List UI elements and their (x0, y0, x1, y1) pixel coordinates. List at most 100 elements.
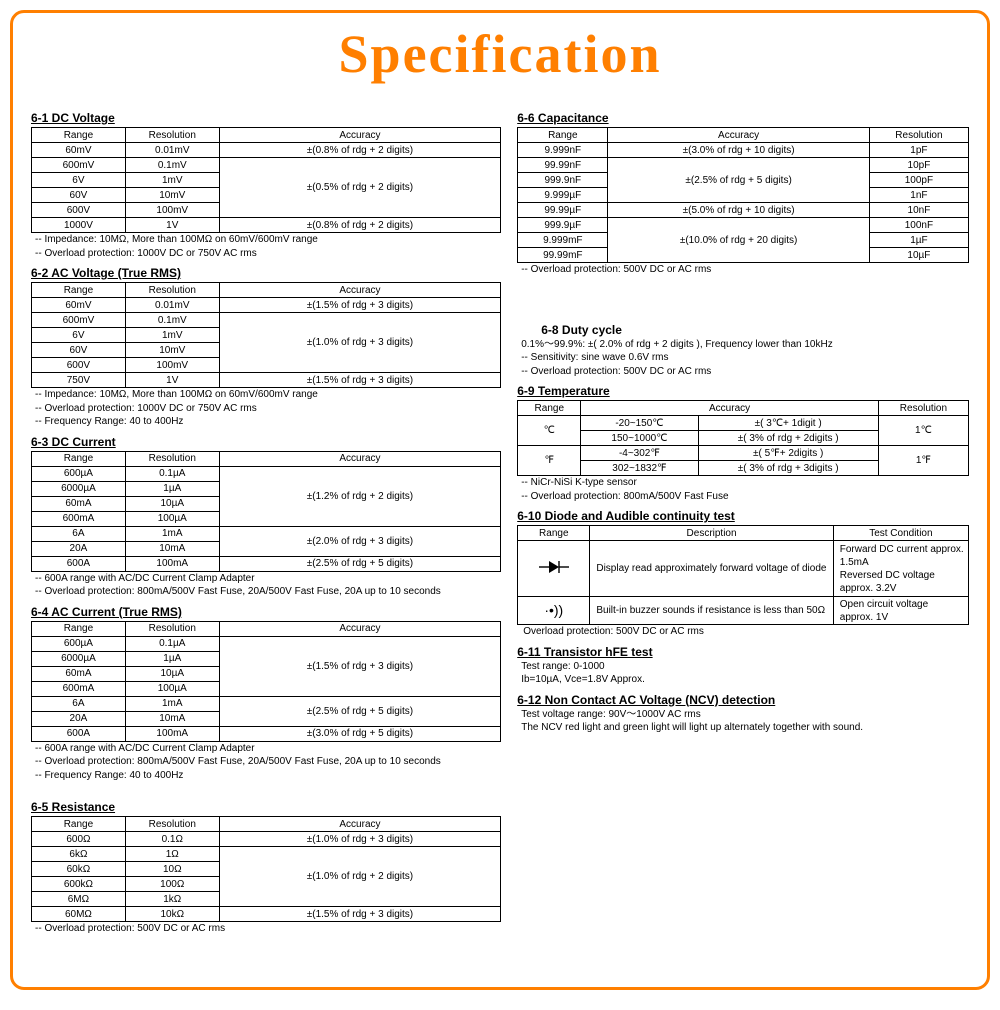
td: Display read approximately forward volta… (590, 541, 833, 597)
td: 1000V (32, 218, 126, 233)
td: 6V (32, 328, 126, 343)
td: 6kΩ (32, 847, 126, 862)
td: ±(3.0% of rdg + 10 digits) (608, 143, 869, 158)
note: -- Overload protection: 500V DC or AC rm… (521, 264, 969, 277)
td: 600mV (32, 158, 126, 173)
td: -20~150℃ (581, 416, 698, 431)
line: Test voltage range: 90V～1000V AC rms (521, 709, 969, 722)
line: The NCV red light and green light will l… (521, 722, 969, 735)
td: ±( 3% of rdg + 3digits ) (698, 461, 878, 476)
th: Test Condition (833, 526, 968, 541)
td: ±(1.0% of rdg + 2 digits) (219, 847, 501, 907)
sec-6-8-head: 6-8 Duty cycle (541, 323, 969, 338)
th: Accuracy (219, 283, 501, 298)
th: Resolution (878, 401, 968, 416)
td: 10µF (869, 248, 968, 263)
note: -- Frequency Range: 40 to 400Hz (35, 770, 501, 783)
td: 0.1mV (125, 158, 219, 173)
sec-6-2-head: 6-2 AC Voltage (True RMS) (31, 266, 501, 281)
td: 10mV (125, 343, 219, 358)
td: 1mV (125, 328, 219, 343)
td: ±(2.5% of rdg + 5 digits) (608, 158, 869, 203)
td: Open circuit voltage approx. 1V (833, 597, 968, 625)
th: Accuracy (608, 128, 869, 143)
note: Overload protection: 500V DC or AC rms (523, 626, 969, 639)
td: 6000µA (32, 481, 126, 496)
td: ±(2.0% of rdg + 3 digits) (219, 526, 501, 556)
table-6-5: Range Resolution Accuracy 600Ω0.1Ω±(1.0%… (31, 816, 501, 922)
th: Accuracy (581, 401, 879, 416)
note: -- Overload protection: 1000V DC or 750V… (35, 248, 501, 261)
note: -- Overload protection: 800mA/500V Fast … (521, 491, 969, 504)
td: 100Ω (125, 877, 219, 892)
td: 600mV (32, 313, 126, 328)
td: 1Ω (125, 847, 219, 862)
th: Accuracy (219, 128, 501, 143)
td: 99.99mF (518, 248, 608, 263)
td: 600mA (32, 681, 126, 696)
diode-icon (518, 541, 590, 597)
td: 10Ω (125, 862, 219, 877)
td: 10µA (125, 666, 219, 681)
td: 60MΩ (32, 907, 126, 922)
td: ±(1.5% of rdg + 3 digits) (219, 373, 501, 388)
columns-wrap: 6-1 DC Voltage Range Resolution Accuracy… (31, 105, 969, 936)
td: 600µA (32, 636, 126, 651)
td: 0.1µA (125, 466, 219, 481)
td: 1µF (869, 233, 968, 248)
page-title: Specification (31, 23, 969, 85)
td: ±( 3℃+ 1digit ) (698, 416, 878, 431)
th: Range (518, 401, 581, 416)
td: 600V (32, 203, 126, 218)
td: 1℃ (878, 416, 968, 446)
th: Resolution (125, 451, 219, 466)
td: 60mV (32, 298, 126, 313)
td: 600A (32, 556, 126, 571)
th: Accuracy (219, 451, 501, 466)
table-6-4: Range Resolution Accuracy 600µA0.1µA±(1.… (31, 621, 501, 742)
td: ±(0.5% of rdg + 2 digits) (219, 158, 501, 218)
line: Ib=10µA, Vce=1.8V Approx. (521, 674, 969, 687)
table-6-2: Range Resolution Accuracy 60mV0.01mV±(1.… (31, 282, 501, 388)
td: 100µA (125, 511, 219, 526)
td: 0.1Ω (125, 832, 219, 847)
spec-frame: Specification 6-1 DC Voltage Range Resol… (10, 10, 990, 990)
table-6-3: Range Resolution Accuracy 600µA0.1µA±(1.… (31, 451, 501, 572)
table-6-9: Range Accuracy Resolution ℃ -20~150℃ ±( … (517, 400, 969, 476)
td: 302~1832℉ (581, 461, 698, 476)
th: Range (32, 128, 126, 143)
td: 1V (125, 218, 219, 233)
th: Range (32, 621, 126, 636)
note: -- NiCr-NiSi K-type sensor (521, 477, 969, 490)
td: -4~302℉ (581, 446, 698, 461)
td: ±(0.8% of rdg + 2 digits) (219, 218, 501, 233)
td: 10mV (125, 188, 219, 203)
td: 1kΩ (125, 892, 219, 907)
td: 1µA (125, 481, 219, 496)
sec-6-1-head: 6-1 DC Voltage (31, 111, 501, 126)
note: -- Sensitivity: sine wave 0.6V rms (521, 352, 969, 365)
sec-6-11-head: 6-11 Transistor hFE test (517, 645, 969, 660)
td: 100nF (869, 218, 968, 233)
td: 10mA (125, 711, 219, 726)
td: ±(1.0% of rdg + 3 digits) (219, 832, 501, 847)
note: -- 600A range with AC/DC Current Clamp A… (35, 743, 501, 756)
sec-6-10-head: 6-10 Diode and Audible continuity test (517, 509, 969, 524)
note: -- Impedance: 10MΩ, More than 100MΩ on 6… (35, 234, 501, 247)
th: Range (32, 283, 126, 298)
td: ±(1.5% of rdg + 3 digits) (219, 907, 501, 922)
td-unit-f: ℉ (518, 446, 581, 476)
td: 600kΩ (32, 877, 126, 892)
th: Resolution (125, 128, 219, 143)
td: 6A (32, 696, 126, 711)
td: 20A (32, 711, 126, 726)
td: 150~1000℃ (581, 431, 698, 446)
td: ±(1.2% of rdg + 2 digits) (219, 466, 501, 526)
td: 9.999nF (518, 143, 608, 158)
td: ±(1.5% of rdg + 3 digits) (219, 298, 501, 313)
note: -- Overload protection: 800mA/500V Fast … (35, 586, 501, 599)
line: Test range: 0-1000 (521, 661, 969, 674)
td: 100µA (125, 681, 219, 696)
td: 10mA (125, 541, 219, 556)
th: Range (32, 817, 126, 832)
